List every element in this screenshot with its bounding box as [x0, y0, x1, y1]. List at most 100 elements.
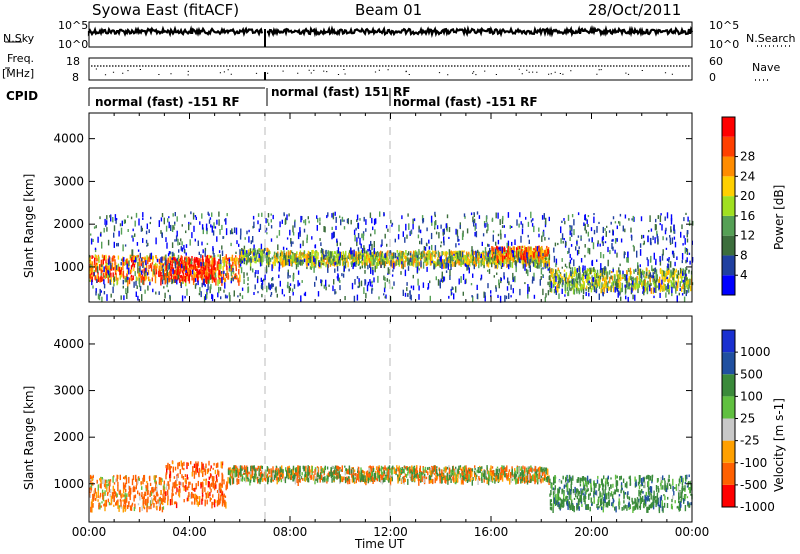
power-echo-cell	[408, 251, 410, 256]
power-echo-cell	[577, 235, 580, 238]
velocity-echo-cell	[181, 474, 183, 479]
power-echo-cell	[255, 270, 257, 274]
power-echo-cell	[267, 257, 269, 262]
power-echo-cell	[286, 247, 288, 250]
velocity-echo-cell	[217, 496, 220, 501]
power-echo-cell	[331, 213, 333, 218]
power-echo-cell	[119, 275, 121, 280]
power-echo-cell	[571, 214, 574, 218]
power-echo-cell	[221, 224, 223, 230]
power-echo-cell	[501, 252, 503, 259]
power-echo-cell	[335, 253, 337, 258]
power-echo-cell	[684, 247, 686, 254]
velocity-echo-cell	[109, 493, 111, 498]
power-echo-cell	[298, 253, 300, 258]
power-echo-cell	[279, 256, 281, 264]
power-echo-cell	[384, 253, 386, 258]
power-echo-cell	[195, 278, 197, 282]
power-echo-cell	[314, 281, 316, 287]
velocity-echo-cell	[153, 496, 156, 501]
power-echo-cell	[668, 257, 670, 260]
power-echo-cell	[538, 256, 540, 262]
power-echo-cell	[453, 253, 455, 256]
power-echo-cell	[177, 266, 179, 273]
power-echo-cell	[174, 239, 176, 242]
power-echo-cell	[259, 223, 262, 230]
power-echo-cell	[248, 236, 250, 243]
power-echo-cell	[255, 254, 257, 259]
power-echo-cell	[102, 276, 104, 281]
power-echo-cell	[106, 263, 108, 270]
power-echo-cell	[283, 253, 286, 259]
power-echo-cell	[372, 252, 374, 256]
power-echo-cell	[338, 256, 341, 261]
power-echo-cell	[592, 269, 594, 273]
power-echo-cell	[380, 264, 382, 268]
power-echo-cell	[301, 216, 303, 221]
power-echo-cell	[545, 261, 547, 265]
power-echo-cell	[286, 214, 288, 221]
power-echo-cell	[182, 272, 185, 280]
power-echo-cell	[232, 268, 234, 273]
power-echo-cell	[435, 231, 438, 235]
power-echo-cell	[160, 272, 162, 275]
power-echo-cell	[359, 237, 361, 245]
power-echo-cell	[308, 220, 310, 224]
power-echo-cell	[578, 290, 581, 295]
power-echo-cell	[603, 268, 605, 275]
power-echo-cell	[474, 262, 477, 266]
power-echo-cell	[120, 258, 123, 262]
power-echo-cell	[611, 275, 614, 281]
power-echo-cell	[689, 279, 691, 285]
power-echo-cell	[669, 235, 671, 238]
power-echo-cell	[313, 256, 315, 263]
power-echo-cell	[573, 289, 576, 295]
power-echo-cell	[292, 255, 294, 262]
power-echo-cell	[204, 265, 206, 271]
power-echo-cell	[391, 222, 394, 226]
power-echo-cell	[526, 257, 529, 264]
power-echo-cell	[134, 220, 136, 227]
power-echo-cell	[684, 270, 687, 276]
power-echo-cell	[339, 242, 342, 246]
power-echo-cell	[102, 256, 105, 260]
power-echo-cell	[259, 248, 261, 253]
power-echo-cell	[327, 268, 329, 273]
power-echo-cell	[585, 270, 587, 276]
power-echo-cell	[508, 293, 510, 299]
power-echo-cell	[666, 265, 668, 271]
velocity-echo-cell	[192, 466, 194, 469]
power-echo-cell	[592, 277, 595, 282]
power-echo-cell	[315, 260, 317, 265]
power-echo-cell	[528, 250, 531, 257]
power-echo-cell	[132, 275, 134, 280]
power-echo-cell	[289, 275, 291, 278]
power-echo-cell	[194, 215, 197, 218]
power-echo-cell	[348, 252, 350, 258]
power-echo-cell	[438, 252, 441, 258]
power-echo-cell	[323, 284, 325, 289]
power-echo-cell	[547, 268, 549, 271]
power-echo-cell	[272, 261, 274, 269]
power-echo-cell	[670, 261, 672, 268]
power-echo-cell	[274, 259, 276, 267]
power-echo-cell	[360, 249, 363, 253]
power-echo-cell	[143, 278, 145, 286]
power-echo-cell	[402, 258, 404, 264]
power-echo-cell	[498, 256, 501, 261]
velocity-echo-cell	[158, 477, 161, 482]
power-echo-cell	[489, 247, 491, 254]
velocity-echo-cell	[119, 474, 121, 481]
power-echo-cell	[416, 256, 418, 262]
power-echo-cell	[538, 262, 540, 269]
power-echo-cell	[685, 212, 687, 215]
velocity-echo-cell	[201, 466, 203, 471]
power-echo-cell	[321, 256, 323, 264]
power-echo-cell	[230, 256, 232, 262]
power-echo-cell	[611, 271, 613, 274]
power-echo-cell	[226, 295, 228, 299]
power-echo-cell	[93, 271, 95, 277]
power-echo-cell	[434, 211, 436, 216]
power-echo-cell	[419, 254, 422, 261]
power-echo-cell	[391, 256, 393, 260]
